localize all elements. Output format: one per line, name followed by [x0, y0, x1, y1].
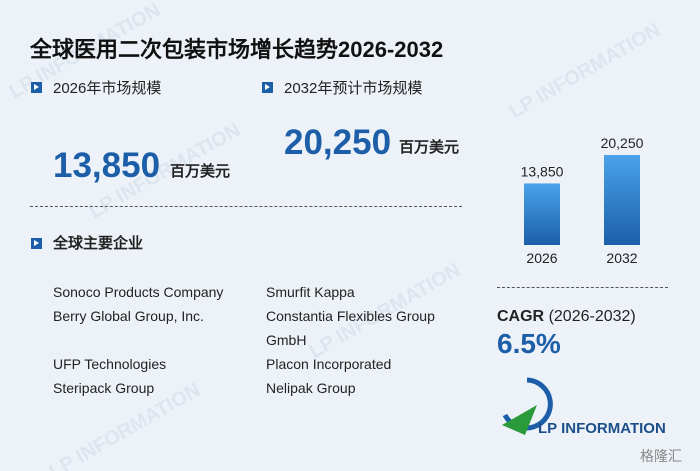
company: Placon Incorporated — [266, 356, 392, 372]
company: Constantia Flexibles Group GmbH — [266, 308, 435, 348]
cagr: CAGR — [497, 308, 545, 325]
company-row: Sonoco Products Company Smurfit Kappa — [50, 280, 454, 304]
big-value: 20,250 — [284, 123, 392, 162]
heading: 全球主要企业 — [53, 235, 144, 252]
bar — [604, 155, 640, 245]
chart: 13,850 2026 20,250 2032 — [521, 135, 644, 266]
company-row: Berry Global Group, Inc. Constantia Flexi… — [50, 304, 454, 352]
value-label: 13,850 — [521, 163, 564, 179]
label: 2026年市场规模 — [53, 80, 162, 97]
label: 2032年预计市场规模 — [284, 80, 423, 97]
x-tick-label: 2032 — [606, 250, 637, 266]
unit: 百万美元 — [399, 139, 460, 156]
cagr-period: (2026-2032) — [548, 308, 636, 325]
big-value: 13,850 — [53, 146, 161, 185]
icon — [31, 238, 42, 249]
company: UFP Technologies — [53, 356, 167, 372]
company: Berry Global Group, Inc. — [53, 308, 204, 324]
company: Smurfit Kappa — [266, 284, 355, 300]
value-label: 20,250 — [601, 135, 644, 151]
company: Sonoco Products Company — [53, 284, 224, 300]
company: Nelipak Group — [266, 380, 356, 396]
x-tick-label: 2026 — [526, 250, 557, 266]
company-row: Steripack Group Nelipak Group — [50, 376, 454, 400]
unit: 百万美元 — [170, 163, 231, 180]
divider — [497, 287, 668, 288]
logo-mark — [502, 377, 553, 435]
logo-text: LP INFORMATION — [538, 420, 666, 437]
icon — [31, 82, 42, 93]
icon — [262, 82, 273, 93]
watermark-brand: 格隆汇 — [640, 448, 682, 464]
watermark: LP INFORMATION — [505, 18, 665, 124]
company-row: UFP Technologies Placon Incorporated — [50, 352, 454, 376]
cagr-label: CAGR (2026-2032) — [497, 308, 636, 326]
company-list: Sonoco Products Company Smurfit Kappa Berr… — [50, 280, 454, 400]
divider — [30, 206, 462, 207]
bar — [524, 183, 560, 245]
company: Steripack Group — [53, 380, 155, 396]
cagr-value: 6.5% — [497, 328, 561, 359]
title: 全球医用二次包装市场增长趋势2026-2032 — [30, 37, 444, 62]
